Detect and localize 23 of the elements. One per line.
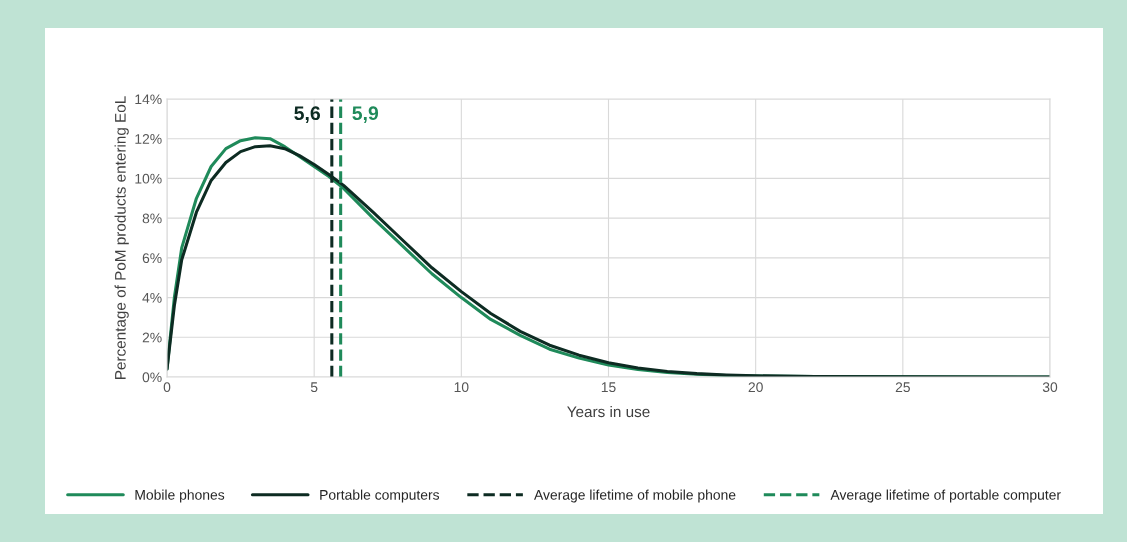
x-axis-title: Years in use <box>567 405 650 418</box>
x-tick-label: 0 <box>163 382 171 393</box>
y-tick-label: 0% <box>142 372 162 383</box>
x-tick-label: 10 <box>454 382 469 393</box>
y-tick-label: 6% <box>142 253 162 264</box>
y-tick-label: 10% <box>135 173 162 184</box>
x-tick-label: 20 <box>748 382 763 393</box>
legend-label: Average lifetime of portable computer <box>830 489 1061 503</box>
x-tick-label: 25 <box>895 382 910 393</box>
annotation: 5,9 <box>352 106 379 123</box>
legend-label: Average lifetime of mobile phone <box>534 489 736 503</box>
y-axis-title: Percentage of PoM products entering EoL <box>114 96 129 379</box>
y-tick-label: 4% <box>142 292 162 303</box>
annotation: 5,6 <box>294 106 321 123</box>
y-tick-label: 2% <box>142 332 162 343</box>
legend-label: Mobile phones <box>135 489 225 503</box>
x-tick-label: 15 <box>601 382 616 393</box>
x-tick-label: 30 <box>1042 382 1058 393</box>
legend-label: Portable computers <box>320 489 440 503</box>
y-tick-label: 12% <box>135 134 162 144</box>
y-tick-label: 14% <box>135 94 162 105</box>
y-tick-label: 8% <box>142 213 162 224</box>
x-tick-label: 5 <box>310 382 318 393</box>
